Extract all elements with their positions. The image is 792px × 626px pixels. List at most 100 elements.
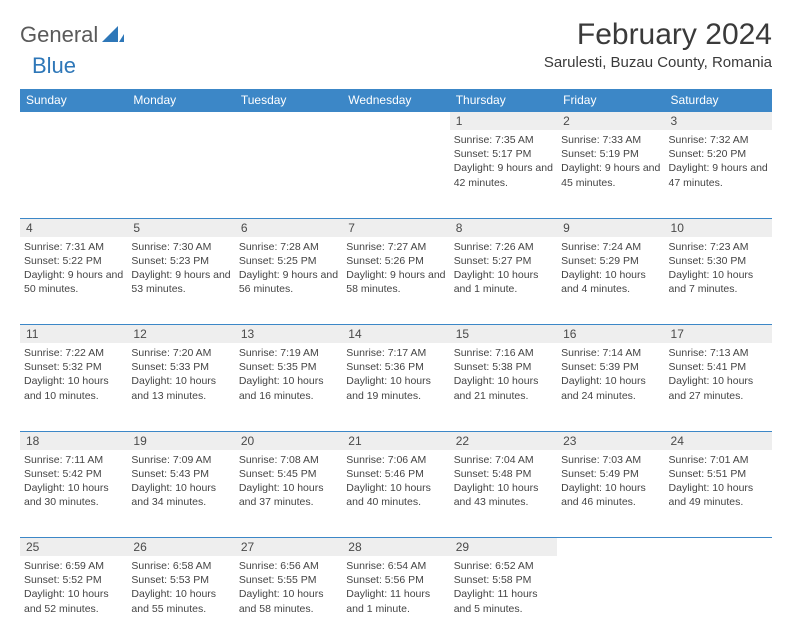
weekday-header: Sunday <box>20 89 127 112</box>
daylight-line: Daylight: 9 hours and 53 minutes. <box>131 268 230 296</box>
sunrise-line: Sunrise: 6:59 AM <box>24 559 123 573</box>
sunrise-line: Sunrise: 7:17 AM <box>346 346 445 360</box>
sail-icon <box>102 26 124 44</box>
sunrise-line: Sunrise: 6:56 AM <box>239 559 338 573</box>
sunrise-line: Sunrise: 7:26 AM <box>454 240 553 254</box>
day-details: Sunrise: 7:08 AMSunset: 5:45 PMDaylight:… <box>235 450 342 538</box>
sunrise-line: Sunrise: 7:20 AM <box>131 346 230 360</box>
day-details: Sunrise: 7:23 AMSunset: 5:30 PMDaylight:… <box>665 237 772 325</box>
daylight-line: Daylight: 10 hours and 16 minutes. <box>239 374 338 402</box>
day-details: Sunrise: 6:59 AMSunset: 5:52 PMDaylight:… <box>20 556 127 626</box>
sunset-line: Sunset: 5:48 PM <box>454 467 553 481</box>
sunrise-line: Sunrise: 7:22 AM <box>24 346 123 360</box>
brand-word-1: General <box>20 22 98 48</box>
day-details: Sunrise: 7:14 AMSunset: 5:39 PMDaylight:… <box>557 343 664 431</box>
day-number: 3 <box>665 112 772 131</box>
day-number: 9 <box>557 218 664 237</box>
weekday-header: Friday <box>557 89 664 112</box>
day-number: 18 <box>20 431 127 450</box>
day-number: 24 <box>665 431 772 450</box>
brand-word-2: Blue <box>32 53 76 79</box>
day-number: 23 <box>557 431 664 450</box>
day-number: 5 <box>127 218 234 237</box>
day-details: Sunrise: 7:24 AMSunset: 5:29 PMDaylight:… <box>557 237 664 325</box>
sunset-line: Sunset: 5:26 PM <box>346 254 445 268</box>
day-number: 25 <box>20 538 127 557</box>
daylight-line: Daylight: 10 hours and 30 minutes. <box>24 481 123 509</box>
empty-cell <box>20 130 127 218</box>
empty-cell <box>557 538 664 557</box>
daylight-line: Daylight: 10 hours and 40 minutes. <box>346 481 445 509</box>
daylight-line: Daylight: 9 hours and 42 minutes. <box>454 161 553 189</box>
weekday-header: Thursday <box>450 89 557 112</box>
calendar-week: 123Sunrise: 7:35 AMSunset: 5:17 PMDaylig… <box>20 112 772 219</box>
day-number: 12 <box>127 325 234 344</box>
daylight-line: Daylight: 9 hours and 50 minutes. <box>24 268 123 296</box>
sunset-line: Sunset: 5:55 PM <box>239 573 338 587</box>
day-details: Sunrise: 7:30 AMSunset: 5:23 PMDaylight:… <box>127 237 234 325</box>
sunrise-line: Sunrise: 7:01 AM <box>669 453 768 467</box>
sunrise-line: Sunrise: 7:35 AM <box>454 133 553 147</box>
day-number: 13 <box>235 325 342 344</box>
day-number: 22 <box>450 431 557 450</box>
empty-cell <box>342 130 449 218</box>
sunrise-line: Sunrise: 7:11 AM <box>24 453 123 467</box>
day-detail-row: Sunrise: 7:35 AMSunset: 5:17 PMDaylight:… <box>20 130 772 218</box>
day-number-row: 11121314151617 <box>20 325 772 344</box>
sunrise-line: Sunrise: 7:28 AM <box>239 240 338 254</box>
empty-cell <box>342 112 449 131</box>
sunset-line: Sunset: 5:19 PM <box>561 147 660 161</box>
day-details: Sunrise: 7:03 AMSunset: 5:49 PMDaylight:… <box>557 450 664 538</box>
daylight-line: Daylight: 10 hours and 52 minutes. <box>24 587 123 615</box>
day-details: Sunrise: 6:56 AMSunset: 5:55 PMDaylight:… <box>235 556 342 626</box>
empty-cell <box>127 130 234 218</box>
day-details: Sunrise: 7:13 AMSunset: 5:41 PMDaylight:… <box>665 343 772 431</box>
sunrise-line: Sunrise: 7:24 AM <box>561 240 660 254</box>
sunset-line: Sunset: 5:22 PM <box>24 254 123 268</box>
sunrise-line: Sunrise: 7:32 AM <box>669 133 768 147</box>
day-number: 27 <box>235 538 342 557</box>
sunrise-line: Sunrise: 7:27 AM <box>346 240 445 254</box>
sunrise-line: Sunrise: 7:31 AM <box>24 240 123 254</box>
sunset-line: Sunset: 5:49 PM <box>561 467 660 481</box>
location: Sarulesti, Buzau County, Romania <box>544 54 772 71</box>
day-number: 15 <box>450 325 557 344</box>
sunset-line: Sunset: 5:41 PM <box>669 360 768 374</box>
sunset-line: Sunset: 5:52 PM <box>24 573 123 587</box>
day-number: 4 <box>20 218 127 237</box>
sunset-line: Sunset: 5:45 PM <box>239 467 338 481</box>
day-details: Sunrise: 7:26 AMSunset: 5:27 PMDaylight:… <box>450 237 557 325</box>
daylight-line: Daylight: 11 hours and 1 minute. <box>346 587 445 615</box>
sunrise-line: Sunrise: 6:58 AM <box>131 559 230 573</box>
sunrise-line: Sunrise: 7:19 AM <box>239 346 338 360</box>
day-number: 8 <box>450 218 557 237</box>
sunrise-line: Sunrise: 6:54 AM <box>346 559 445 573</box>
day-details: Sunrise: 7:27 AMSunset: 5:26 PMDaylight:… <box>342 237 449 325</box>
day-details: Sunrise: 7:32 AMSunset: 5:20 PMDaylight:… <box>665 130 772 218</box>
day-details: Sunrise: 7:22 AMSunset: 5:32 PMDaylight:… <box>20 343 127 431</box>
day-detail-row: Sunrise: 7:11 AMSunset: 5:42 PMDaylight:… <box>20 450 772 538</box>
day-number: 19 <box>127 431 234 450</box>
day-detail-row: Sunrise: 7:22 AMSunset: 5:32 PMDaylight:… <box>20 343 772 431</box>
day-details: Sunrise: 7:19 AMSunset: 5:35 PMDaylight:… <box>235 343 342 431</box>
sunset-line: Sunset: 5:27 PM <box>454 254 553 268</box>
day-number: 2 <box>557 112 664 131</box>
empty-cell <box>665 538 772 557</box>
day-number: 20 <box>235 431 342 450</box>
sunrise-line: Sunrise: 7:23 AM <box>669 240 768 254</box>
empty-cell <box>235 112 342 131</box>
sunrise-line: Sunrise: 7:16 AM <box>454 346 553 360</box>
day-details: Sunrise: 7:35 AMSunset: 5:17 PMDaylight:… <box>450 130 557 218</box>
daylight-line: Daylight: 11 hours and 5 minutes. <box>454 587 553 615</box>
sunset-line: Sunset: 5:39 PM <box>561 360 660 374</box>
daylight-line: Daylight: 9 hours and 56 minutes. <box>239 268 338 296</box>
sunset-line: Sunset: 5:56 PM <box>346 573 445 587</box>
sunset-line: Sunset: 5:35 PM <box>239 360 338 374</box>
empty-cell <box>127 112 234 131</box>
calendar-table: SundayMondayTuesdayWednesdayThursdayFrid… <box>20 89 772 626</box>
day-number: 29 <box>450 538 557 557</box>
sunset-line: Sunset: 5:25 PM <box>239 254 338 268</box>
daylight-line: Daylight: 10 hours and 4 minutes. <box>561 268 660 296</box>
daylight-line: Daylight: 9 hours and 58 minutes. <box>346 268 445 296</box>
sunset-line: Sunset: 5:23 PM <box>131 254 230 268</box>
